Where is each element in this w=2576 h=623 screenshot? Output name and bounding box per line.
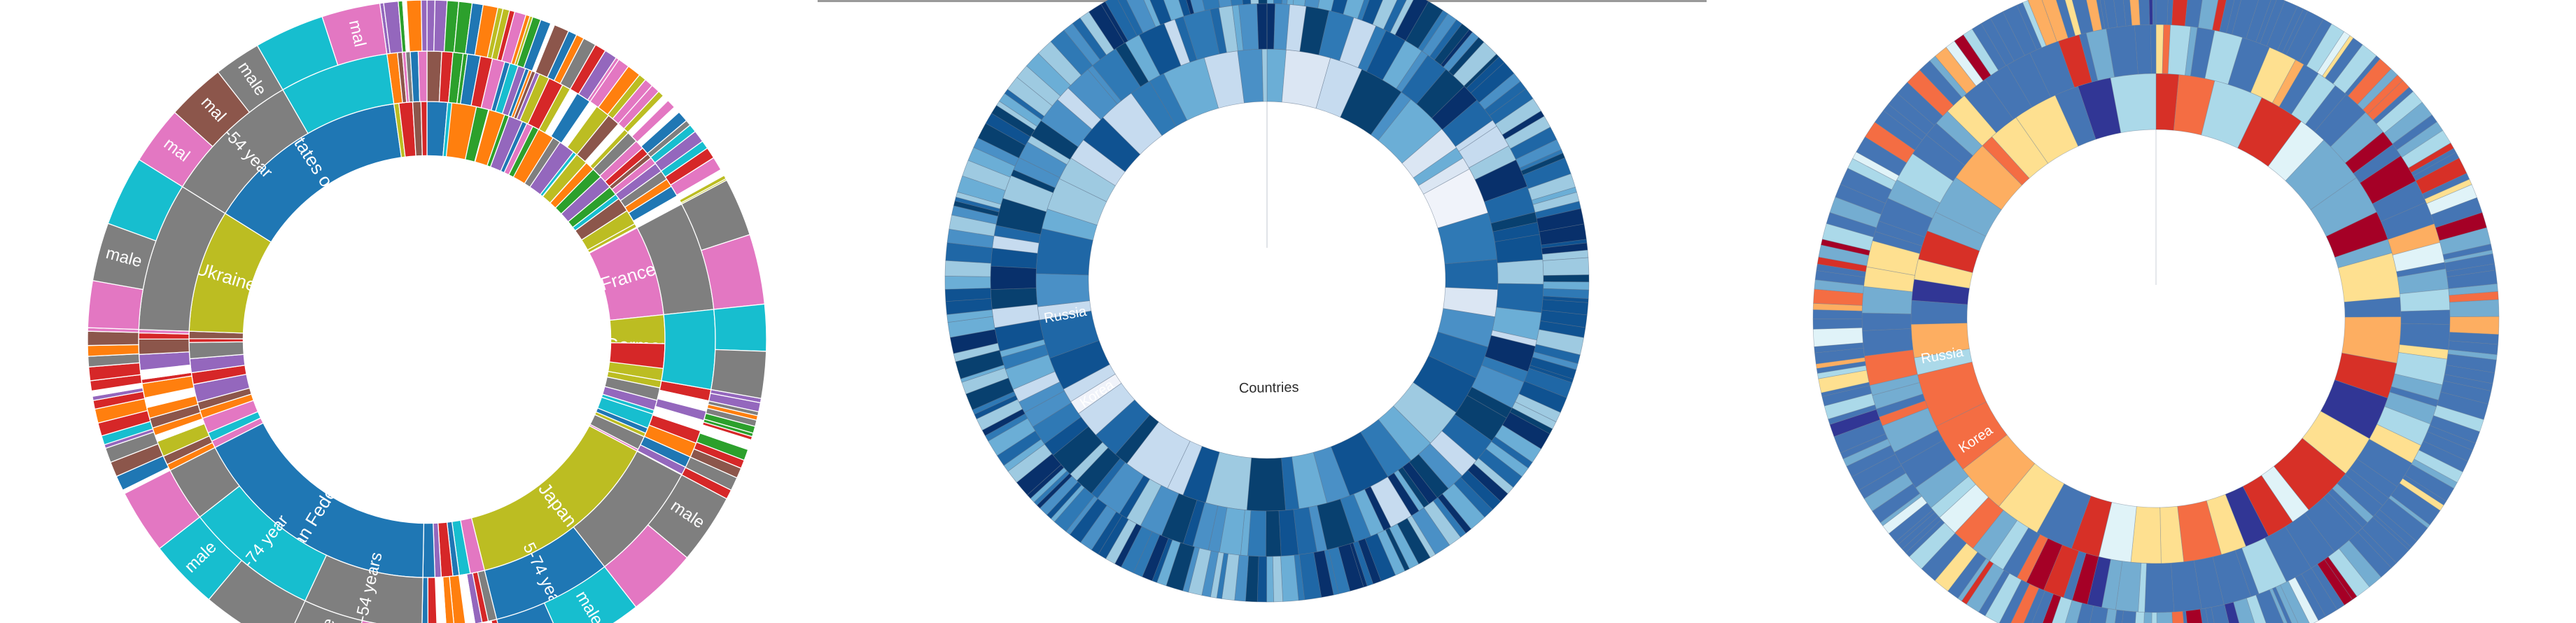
- sunburst-2-root-label: Countries: [1239, 380, 1299, 396]
- sunburst-2-middle-segment: [1256, 3, 1268, 50]
- sunburst-1-sex-label: male: [309, 616, 339, 623]
- sunburst-2-outer-segment: [1542, 257, 1590, 276]
- sunburst-3-outer-segment: [2156, 612, 2173, 623]
- sunburst-1-sex-segment: [321, 2, 388, 66]
- sunburst-1-ring-boundary: [242, 155, 612, 524]
- sunburst-2-outer-segment: [1258, 0, 1268, 4]
- sunburst-1-age-segment: [661, 309, 716, 391]
- sunburst-2-middle-segment: [990, 265, 1037, 290]
- sunburst-2-outer-segment: [944, 276, 991, 290]
- sunburst-3-outer-segment: [2152, 0, 2157, 25]
- sunburst-chart-3: Russia Korea Countries: [1764, 0, 2576, 623]
- sunburst-1-sex-segment: [496, 602, 554, 623]
- sunburst-3-outer-segment: [2449, 299, 2500, 317]
- sunburst-3-outer-segment: [1812, 318, 1863, 330]
- sunburst-1-age-segment: [138, 338, 190, 356]
- sunburst-1-sex-segment: [87, 330, 139, 346]
- sunburst-3-middle-segment: [2144, 562, 2175, 613]
- sunburst-2-inner-segment: [1246, 457, 1286, 512]
- sunburst-3-middle-segment: [2400, 309, 2451, 325]
- sunburst-1-country-segment: [420, 101, 428, 157]
- sunburst-2-inner-segment: [1035, 273, 1091, 307]
- sunburst-chart-1: FranceGermanJapanRussian FederationUkrai…: [0, 0, 812, 623]
- sunburst-1-sex-segment: [713, 303, 767, 352]
- sunburst-3-middle-segment: [2150, 24, 2157, 74]
- sunburst-1-sex-segment: [87, 344, 140, 357]
- sunburst-2-middle-segment: [1497, 259, 1544, 285]
- sunburst-3-outer-segment: [1812, 309, 1863, 320]
- sunburst-chart-2: Russia Korea Countries: [812, 0, 1694, 623]
- sunburst-2-outer-segment: [1543, 274, 1590, 283]
- sunburst-2-inner-segment: [1444, 258, 1499, 290]
- sunburst-1-svg: FranceGermanJapanRussian FederationUkrai…: [87, 0, 767, 623]
- sunburst-2-middle-segment: [1266, 510, 1282, 557]
- sunburst-1-age-segment: [427, 577, 438, 623]
- sunburst-1-age-segment: [417, 50, 428, 102]
- sunburst-1-country-segment: [422, 522, 436, 578]
- sunburst-1-sex-segment: [406, 0, 423, 52]
- sunburst-3-middle-segment: [1861, 312, 1912, 331]
- sunburst-1-sex-segment: [421, 0, 428, 52]
- sunburst-2-outer-segment: [1256, 556, 1267, 603]
- sunburst-2-inner-segment: [1261, 48, 1268, 102]
- sunburst-3-root-label: Countries: [2128, 415, 2188, 431]
- sunburst-2-outer-segment: [1266, 556, 1274, 603]
- sunburst-1-sex-segment: [543, 566, 637, 623]
- sunburst-1-sex-segment: [710, 349, 767, 399]
- sunburst-3-outer-segment: [2449, 316, 2500, 335]
- sunburst-1-sex-segment: [123, 470, 201, 550]
- sunburst-1-root-label: root: [412, 433, 446, 456]
- sunburst-1-sex-segment: [478, 620, 493, 623]
